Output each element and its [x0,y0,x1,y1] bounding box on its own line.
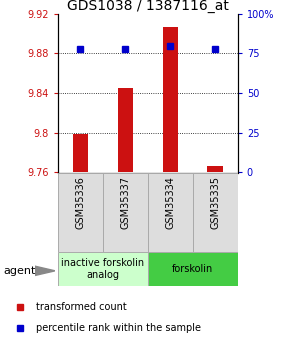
Text: GSM35336: GSM35336 [75,177,86,229]
Bar [58,252,148,286]
Bar [103,172,148,252]
Text: GSM35335: GSM35335 [210,177,220,229]
Text: transformed count: transformed count [36,302,127,312]
Bar [72,134,88,172]
Bar [207,166,223,172]
Text: GSM35334: GSM35334 [165,177,175,229]
Text: GSM35337: GSM35337 [120,177,130,229]
Bar [162,27,178,172]
Title: GDS1038 / 1387116_at: GDS1038 / 1387116_at [67,0,229,13]
Text: percentile rank within the sample: percentile rank within the sample [36,323,201,333]
Bar [193,172,238,252]
Bar [148,252,238,286]
Bar [117,88,133,172]
Text: forskolin: forskolin [172,264,213,274]
Text: agent: agent [3,266,35,276]
Bar [148,172,193,252]
Text: inactive forskolin
analog: inactive forskolin analog [61,258,144,280]
Bar [58,172,103,252]
Polygon shape [35,266,55,276]
